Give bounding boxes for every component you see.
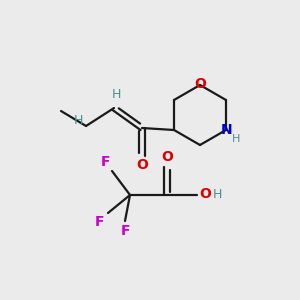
Text: H: H — [73, 113, 83, 127]
Text: H: H — [212, 188, 222, 200]
Text: O: O — [136, 158, 148, 172]
Text: O: O — [194, 77, 206, 91]
Text: H: H — [111, 88, 121, 101]
Text: N: N — [221, 123, 233, 137]
Text: O: O — [199, 187, 211, 201]
Text: O: O — [161, 150, 173, 164]
Text: H: H — [232, 134, 240, 144]
Text: F: F — [95, 215, 105, 229]
Text: F: F — [100, 155, 110, 169]
Text: F: F — [120, 224, 130, 238]
